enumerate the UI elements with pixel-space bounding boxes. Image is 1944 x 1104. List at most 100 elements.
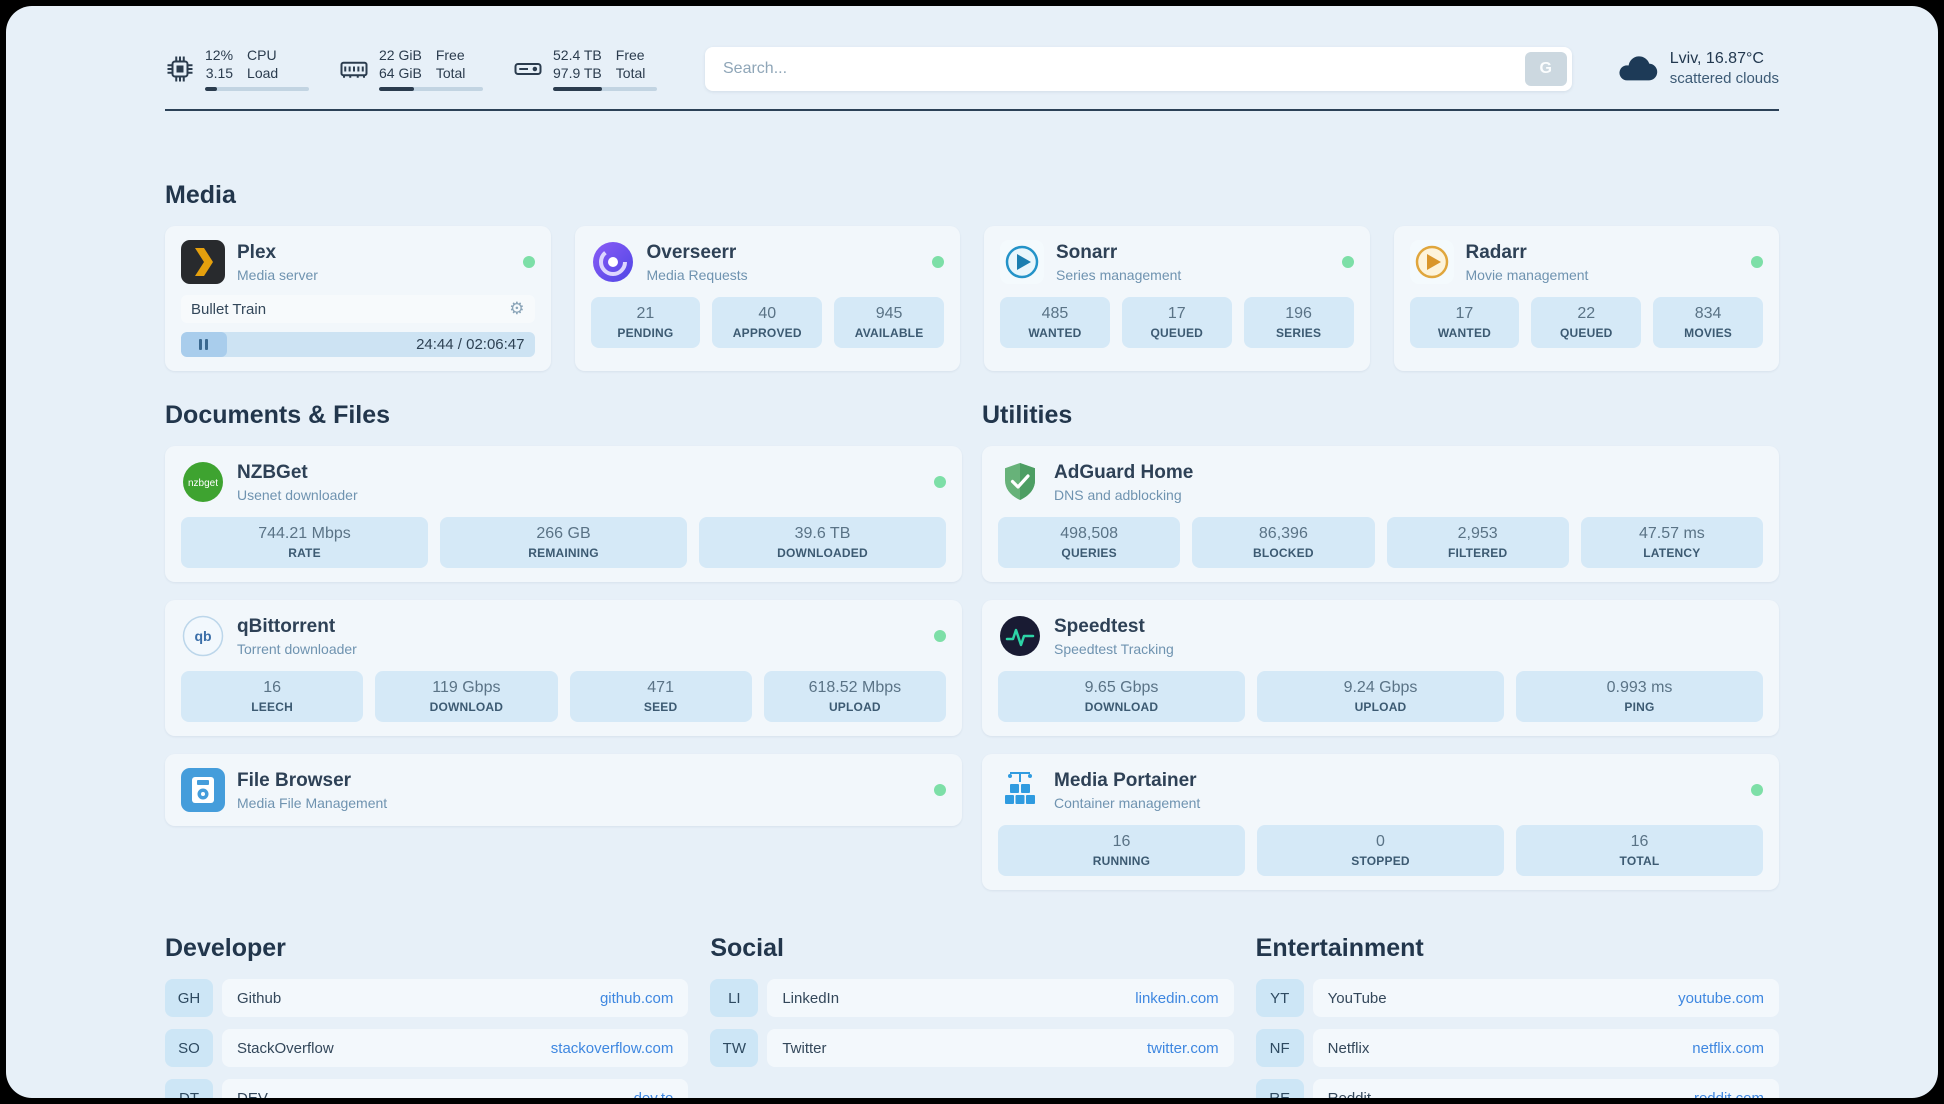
stat-value: 21 xyxy=(636,305,655,323)
radarr-card[interactable]: Radarr Movie management 17 WANTED 22 QUE… xyxy=(1393,226,1779,372)
sonarr-header: Sonarr Series management xyxy=(1000,240,1354,285)
stat-box: 40 APPROVED xyxy=(712,297,823,349)
bookmark-name: Netflix xyxy=(1327,1039,1370,1057)
bookmark-abbr: NF xyxy=(1255,1029,1304,1068)
section-title-developer: Developer xyxy=(165,934,286,963)
service-name: Media Portainer xyxy=(1054,769,1197,791)
disk-widget: 52.4 TB 97.9 TB Free Total xyxy=(513,46,657,92)
search-provider-button[interactable]: G xyxy=(1524,51,1567,86)
bookmark-stackoverflow[interactable]: SO StackOverflow stackoverflow.com xyxy=(165,1029,689,1068)
stat-label: SEED xyxy=(643,700,678,715)
plex-icon xyxy=(181,240,225,285)
topbar: 12% 3.15 CPU Load xyxy=(165,46,1779,92)
topbar-divider xyxy=(165,109,1779,112)
stat-label: REMAINING xyxy=(528,546,599,561)
section-title-utilities: Utilities xyxy=(982,401,1073,430)
bookmark-github[interactable]: GH Github github.com xyxy=(165,979,689,1018)
filebrowser-card[interactable]: File Browser Media File Management xyxy=(165,754,962,827)
bookmark-url[interactable]: youtube.com xyxy=(1678,989,1764,1007)
stat-value: 119 Gbps xyxy=(432,679,501,697)
bookmark-name: YouTube xyxy=(1327,989,1387,1007)
filebrowser-header: File Browser Media File Management xyxy=(181,768,946,813)
service-name: Speedtest xyxy=(1054,615,1145,637)
stat-value: 16 xyxy=(1112,833,1131,851)
nzbget-card[interactable]: nzbget NZBGet Usenet downloader 744.21 M… xyxy=(165,446,962,583)
stat-value: 945 xyxy=(875,305,903,323)
service-desc: Media File Management xyxy=(237,794,388,811)
stat-label: RUNNING xyxy=(1092,854,1151,869)
bookmark-url[interactable]: netflix.com xyxy=(1692,1039,1764,1057)
stat-label: DOWNLOADED xyxy=(777,546,868,561)
stat-box: 16 TOTAL xyxy=(1516,825,1763,877)
bookmarks-social: Social LI LinkedIn linkedin.com TW Twitt… xyxy=(710,934,1234,1098)
bookmark-twitter[interactable]: TW Twitter twitter.com xyxy=(710,1029,1234,1068)
bookmark-name: StackOverflow xyxy=(237,1039,334,1057)
utilities-section: Utilities AdGuard Home DNS and adblockin… xyxy=(982,401,1779,891)
stat-label: DOWNLOAD xyxy=(429,700,504,715)
section-title-social: Social xyxy=(710,934,784,963)
service-desc: Torrent downloader xyxy=(237,640,357,657)
cpu-load-label: Load xyxy=(247,65,279,82)
settings-gear-icon[interactable]: ⚙ xyxy=(509,299,525,320)
stat-value: 0 xyxy=(1376,833,1385,851)
stat-box: 9.24 Gbps UPLOAD xyxy=(1257,671,1504,723)
svg-text:nzbget: nzbget xyxy=(188,478,218,489)
service-name: Overseerr xyxy=(646,241,737,263)
now-playing-title: Bullet Train xyxy=(191,300,267,318)
bookmark-reddit[interactable]: RE Reddit reddit.com xyxy=(1255,1079,1779,1098)
cpu-widget: 12% 3.15 CPU Load xyxy=(165,46,309,92)
bookmark-linkedin[interactable]: LI LinkedIn linkedin.com xyxy=(710,979,1234,1018)
service-name: qBittorrent xyxy=(237,615,336,637)
adguard-icon xyxy=(998,460,1042,504)
status-dot xyxy=(934,784,946,797)
bookmark-url[interactable]: github.com xyxy=(599,989,674,1007)
status-dot xyxy=(932,256,944,269)
plex-card[interactable]: Plex Media server Bullet Train ⚙ 24:44 xyxy=(165,226,551,372)
stat-value: 39.6 TB xyxy=(794,525,851,543)
search-input[interactable] xyxy=(705,46,1572,91)
stat-value: 266 GB xyxy=(536,525,591,543)
overseerr-card[interactable]: Overseerr Media Requests 21 PENDING 40 A… xyxy=(574,226,960,372)
bookmark-url[interactable]: twitter.com xyxy=(1146,1039,1219,1057)
cpu-usage-value: 12% xyxy=(205,47,234,63)
bookmark-dev[interactable]: DT DEV dev.to xyxy=(165,1079,689,1098)
bookmark-url[interactable]: stackoverflow.com xyxy=(550,1039,674,1057)
sonarr-card[interactable]: Sonarr Series management 485 WANTED 17 Q… xyxy=(984,226,1370,372)
portainer-card[interactable]: Media Portainer Container management 16 … xyxy=(982,754,1779,891)
stat-label: APPROVED xyxy=(732,326,802,341)
adguard-header: AdGuard Home DNS and adblocking xyxy=(998,460,1763,504)
memory-total-value: 64 GiB xyxy=(379,65,422,82)
stat-label: UPLOAD xyxy=(828,700,881,715)
dashboard-page: 12% 3.15 CPU Load xyxy=(6,6,1938,1098)
bookmark-netflix[interactable]: NF Netflix netflix.com xyxy=(1255,1029,1779,1068)
bookmark-url[interactable]: reddit.com xyxy=(1694,1090,1764,1098)
bookmark-youtube[interactable]: YT YouTube youtube.com xyxy=(1255,979,1779,1018)
stat-box: 21 PENDING xyxy=(590,297,701,349)
qbittorrent-card[interactable]: qb qBittorrent Torrent downloader 16 LEE… xyxy=(165,600,962,737)
bookmark-abbr: YT xyxy=(1255,979,1304,1018)
stat-label: QUERIES xyxy=(1061,546,1117,561)
bookmark-url[interactable]: linkedin.com xyxy=(1135,989,1219,1007)
weather-location: Lviv, 16.87°C xyxy=(1669,49,1764,67)
adguard-card[interactable]: AdGuard Home DNS and adblocking 498,508 … xyxy=(982,446,1779,583)
service-name: NZBGet xyxy=(237,461,308,483)
stat-box: 17 WANTED xyxy=(1409,297,1520,349)
stat-box: 945 AVAILABLE xyxy=(834,297,944,349)
stat-value: 834 xyxy=(1694,305,1722,323)
resource-widgets: 12% 3.15 CPU Load xyxy=(165,46,657,92)
bookmark-abbr: TW xyxy=(710,1029,759,1068)
stat-box: 16 RUNNING xyxy=(998,825,1245,877)
nzbget-icon: nzbget xyxy=(181,460,225,504)
status-dot xyxy=(1341,256,1354,269)
speedtest-card[interactable]: Speedtest Speedtest Tracking 9.65 Gbps D… xyxy=(982,600,1779,737)
pause-icon[interactable] xyxy=(199,339,209,351)
section-title-documents: Documents & Files xyxy=(165,401,391,430)
bookmark-url[interactable]: dev.to xyxy=(634,1090,674,1098)
stat-label: LEECH xyxy=(251,700,293,715)
stat-label: DOWNLOAD xyxy=(1084,700,1159,715)
stat-box: 471 SEED xyxy=(569,671,752,723)
service-name: Sonarr xyxy=(1056,241,1118,263)
bookmarks-developer: Developer GH Github github.com SO StackO… xyxy=(165,934,689,1098)
cpu-progress-bar xyxy=(205,87,309,92)
stat-label: STOPPED xyxy=(1351,854,1410,869)
